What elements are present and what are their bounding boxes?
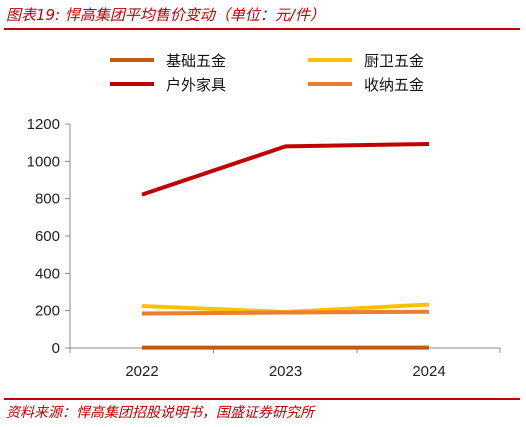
x-tick-label: 2023 — [269, 363, 302, 380]
y-tick-label: 0 — [52, 340, 60, 357]
axes: 0 200 400 600 800 1000 1200 2022 2023 2024 — [27, 116, 501, 380]
y-tick-label: 600 — [35, 228, 60, 245]
y-tick-label: 800 — [35, 191, 60, 208]
source-note: 资料来源：悍高集团招股说明书，国盛证券研究所 — [6, 405, 314, 421]
source-rule — [4, 398, 520, 400]
legend-label: 基础五金 — [166, 52, 226, 70]
y-tick-label: 200 — [35, 303, 60, 320]
y-tick-label: 400 — [35, 265, 60, 282]
legend-label: 收纳五金 — [364, 76, 424, 94]
y-tick-label: 1000 — [27, 153, 60, 170]
y-tick-label: 1200 — [27, 116, 60, 133]
legend-label: 户外家具 — [166, 76, 226, 94]
legend-label: 厨卫五金 — [364, 52, 424, 70]
series-lines — [141, 142, 430, 350]
figure-title: 图表19: 悍高集团平均售价变动（单位：元/件） — [6, 6, 325, 24]
title-rule — [4, 28, 520, 30]
x-tick-label: 2022 — [125, 363, 158, 380]
x-tick-label: 2024 — [412, 363, 445, 380]
series-line-2 — [141, 142, 430, 197]
series-line-3 — [141, 309, 430, 316]
